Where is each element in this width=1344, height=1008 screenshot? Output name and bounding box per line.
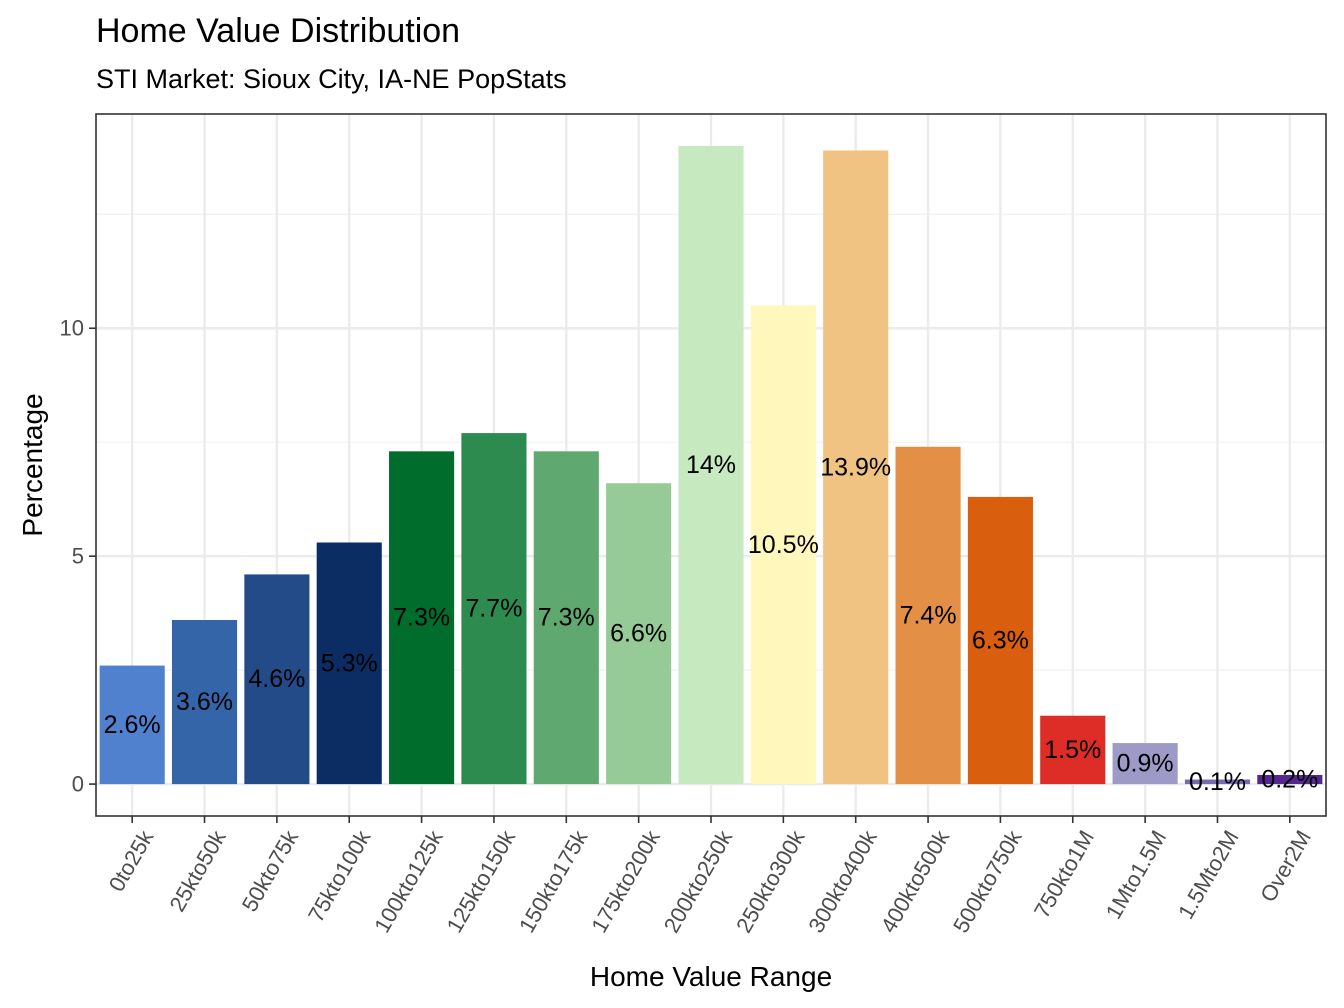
bar-200kto250k (678, 145, 744, 785)
data-label-500kto750k: 6.3% (972, 627, 1029, 655)
y-tick-label: 5 (72, 544, 84, 569)
bar-150kto175k (533, 451, 599, 785)
x-tick-label: 175kto200k (586, 825, 665, 937)
bar-750kto1M (1040, 715, 1106, 785)
bar-175kto200k (606, 483, 672, 785)
data-label-1.5Mto2M: 0.1% (1189, 768, 1246, 796)
chart-title: Home Value Distribution (96, 12, 461, 50)
bar-500kto750k (967, 496, 1033, 785)
x-tick-label: 200kto250k (659, 825, 738, 937)
bar-300kto400k (823, 150, 889, 785)
data-label-25kto50k: 3.6% (176, 688, 233, 716)
x-tick-label: 0to25k (104, 825, 159, 896)
bar-125kto150k (461, 433, 527, 785)
x-tick-label: 300kto400k (803, 825, 882, 937)
x-tick-label: 100kto125k (369, 825, 448, 937)
x-tick-label: 750kto1M (1029, 826, 1099, 922)
y-axis-title: Percentage (17, 393, 48, 536)
y-tick-label: 10 (60, 316, 84, 341)
x-tick-label: 75kto100k (303, 825, 376, 926)
x-tick-label: 25kto50k (164, 825, 231, 916)
x-tick-label: 50kto75k (237, 825, 304, 916)
data-label-50kto75k: 4.6% (248, 665, 305, 693)
x-tick-label: 150kto175k (514, 825, 593, 937)
x-tick-label: 125kto150k (442, 825, 521, 937)
x-tick-label: 400kto500k (876, 825, 955, 937)
bar-0to25k (99, 665, 165, 785)
bar-100kto125k (389, 451, 455, 785)
data-label-75kto100k: 5.3% (321, 649, 378, 677)
data-label-100kto125k: 7.3% (393, 604, 450, 632)
bar-1.5Mto2M (1184, 779, 1251, 785)
data-label-300kto400k: 13.9% (820, 453, 891, 481)
bar-250kto300k (750, 305, 816, 785)
data-label-1Mto1.5M: 0.9% (1117, 750, 1174, 778)
data-label-0to25k: 2.6% (104, 711, 161, 739)
x-tick-label: 1.5Mto2M (1173, 826, 1244, 923)
data-label-Over2M: 0.2% (1261, 766, 1318, 794)
y-tick-label: 0 (72, 772, 84, 797)
bar-75kto100k (316, 542, 382, 785)
x-tick-label: 1Mto1.5M (1101, 826, 1172, 923)
data-label-175kto200k: 6.6% (610, 620, 667, 648)
bar-Over2M (1257, 774, 1323, 785)
bar-50kto75k (244, 574, 310, 785)
data-labels: 2.6% 3.6% 4.6% 5.3% 7.3% 7.7% 7.3% 6.6% 14% 10.5%… (104, 451, 1319, 796)
x-tick-label: Over2M (1255, 826, 1316, 906)
x-tick-label: 250kto300k (731, 825, 810, 937)
x-tick-label: 500kto750k (948, 825, 1027, 937)
bars (99, 145, 1323, 785)
x-axis-title: Home Value Range (590, 961, 832, 992)
data-label-250kto300k: 10.5% (748, 531, 819, 559)
data-label-150kto175k: 7.3% (538, 604, 595, 632)
bar-25kto50k (171, 619, 238, 785)
data-label-125kto150k: 7.7% (465, 595, 522, 623)
bar-400kto500k (895, 446, 961, 785)
data-label-400kto500k: 7.4% (900, 601, 957, 629)
data-label-750kto1M: 1.5% (1044, 736, 1101, 764)
data-label-200kto250k: 14% (686, 451, 736, 479)
chart-subtitle: STI Market: Sioux City, IA-NE PopStats (96, 64, 567, 94)
bar-1Mto1.5M (1112, 743, 1178, 785)
